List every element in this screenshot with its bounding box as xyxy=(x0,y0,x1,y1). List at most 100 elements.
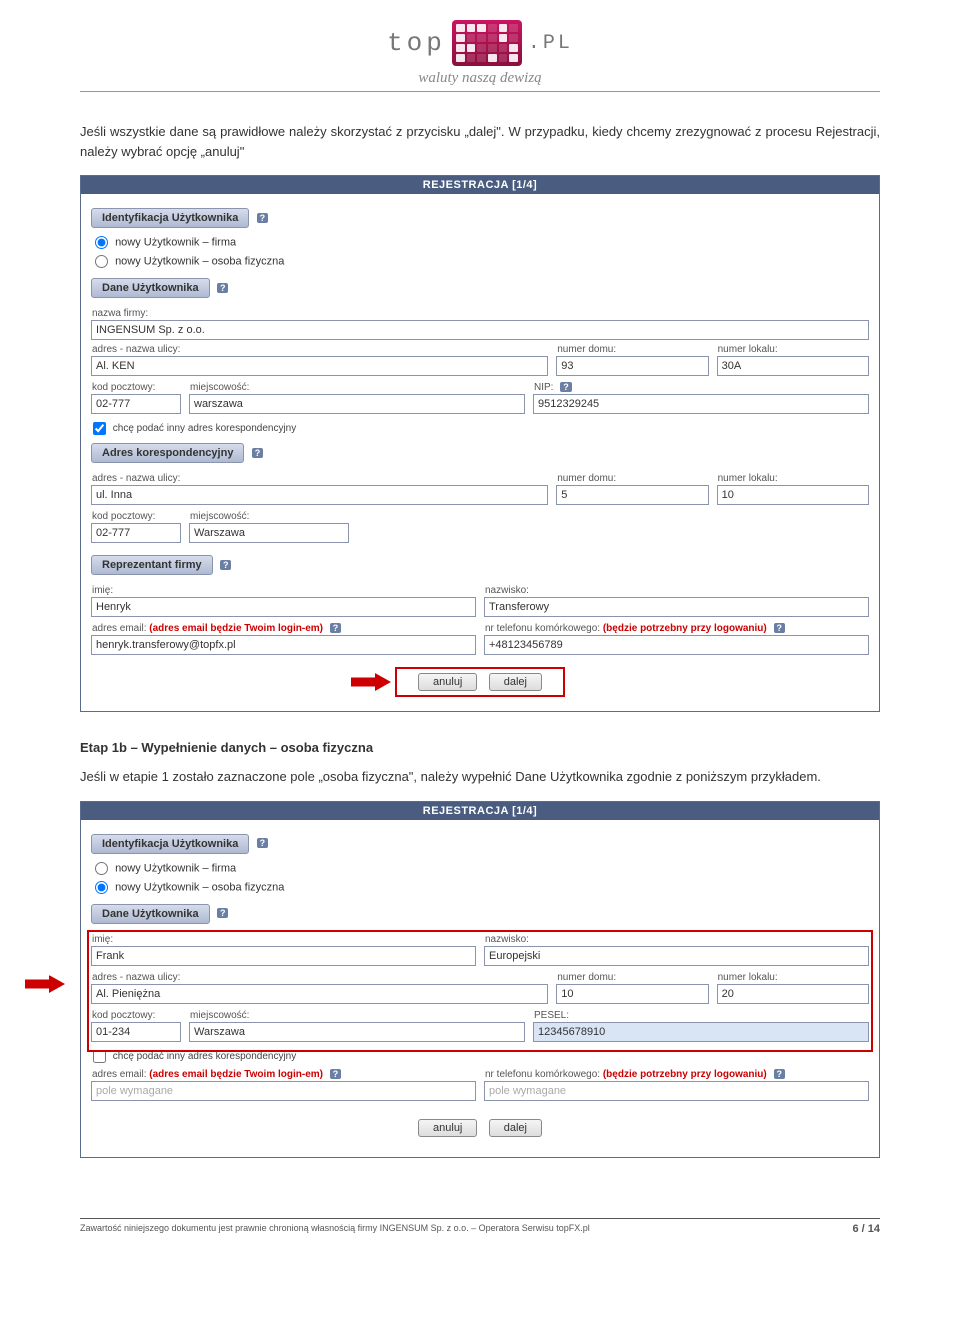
input-pesel[interactable] xyxy=(533,1022,869,1042)
arrow-icon xyxy=(351,673,391,691)
radio-osoba[interactable] xyxy=(95,255,108,268)
label-koresp-kod: kod pocztowy: xyxy=(92,511,181,522)
input-imie2[interactable] xyxy=(91,946,476,966)
label-pesel: PESEL: xyxy=(534,1010,869,1021)
logo-brand-left: top xyxy=(387,28,446,58)
footer-text: Zawartość niniejszego dokumentu jest pra… xyxy=(80,1223,590,1235)
label-tel: nr telefonu komórkowego: (będzie potrzeb… xyxy=(485,623,869,634)
help-icon[interactable]: ? xyxy=(257,838,269,848)
input-koresp-dom[interactable] xyxy=(556,485,708,505)
input-tel2[interactable] xyxy=(484,1081,869,1101)
input-numer-lokalu[interactable] xyxy=(717,356,869,376)
label-nip: NIP: ? xyxy=(534,382,869,393)
registration-form-1: REJESTRACJA [1/4] Identyfikacja Użytkown… xyxy=(80,175,880,712)
btn-dalej2[interactable]: dalej xyxy=(489,1119,542,1137)
radio-firma2-row[interactable]: nowy Użytkownik – firma xyxy=(91,860,869,879)
help-icon[interactable]: ? xyxy=(330,623,342,633)
label-kod2: kod pocztowy: xyxy=(92,1010,181,1021)
input-koresp-kod[interactable] xyxy=(91,523,181,543)
para2: Jeśli w etapie 1 zostało zaznaczone pole… xyxy=(80,767,880,787)
label-email2: adres email: (adres email będzie Twoim l… xyxy=(92,1069,476,1080)
input-adres-ulicy[interactable] xyxy=(91,356,548,376)
input-kod[interactable] xyxy=(91,394,181,414)
button-row-1: anuluj dalej xyxy=(91,657,869,697)
label-tel2: nr telefonu komórkowego: (będzie potrzeb… xyxy=(485,1069,869,1080)
page-footer: Zawartość niniejszego dokumentu jest pra… xyxy=(80,1218,880,1235)
label-numer-lokalu: numer lokalu: xyxy=(718,344,869,355)
label-miejscowosc: miejscowość: xyxy=(190,382,525,393)
input-imie[interactable] xyxy=(91,597,476,617)
button-row-2: anuluj dalej xyxy=(91,1103,869,1143)
radio-osoba2[interactable] xyxy=(95,881,108,894)
registration-form-2: REJESTRACJA [1/4] Identyfikacja Użytkown… xyxy=(80,801,880,1158)
label-imie: imię: xyxy=(92,585,476,596)
help-icon[interactable]: ? xyxy=(257,213,269,223)
label-koresp-lokal: numer lokalu: xyxy=(718,473,869,484)
logo-header: top .PL waluty naszą dewizą xyxy=(80,20,880,92)
input-dom2[interactable] xyxy=(556,984,708,1004)
heading-etap1b: Etap 1b – Wypełnienie danych – osoba fiz… xyxy=(80,740,880,755)
input-email[interactable] xyxy=(91,635,476,655)
label-numer-domu: numer domu: xyxy=(557,344,708,355)
input-email2[interactable] xyxy=(91,1081,476,1101)
input-tel[interactable] xyxy=(484,635,869,655)
label-lokal2: numer lokalu: xyxy=(718,972,869,983)
input-koresp-ulicy[interactable] xyxy=(91,485,548,505)
input-nazwa-firmy[interactable] xyxy=(91,320,869,340)
form1-title: REJESTRACJA [1/4] xyxy=(81,176,879,194)
label-adres2: adres - nazwa ulicy: xyxy=(92,972,548,983)
input-nip[interactable] xyxy=(533,394,869,414)
section-identify: Identyfikacja Użytkownika xyxy=(91,208,249,228)
input-lokal2[interactable] xyxy=(717,984,869,1004)
help-icon[interactable]: ? xyxy=(774,1069,786,1079)
section-dane: Dane Użytkownika xyxy=(91,278,210,298)
help-icon[interactable]: ? xyxy=(220,560,232,570)
btn-anuluj2[interactable]: anuluj xyxy=(418,1119,477,1137)
help-icon[interactable]: ? xyxy=(560,382,572,392)
radio-firma-row[interactable]: nowy Użytkownik – firma xyxy=(91,234,869,253)
logo-fx-badge xyxy=(452,20,522,66)
arrow-icon xyxy=(25,975,65,993)
input-nazwisko2[interactable] xyxy=(484,946,869,966)
intro-paragraph: Jeśli wszystkie dane są prawidłowe należ… xyxy=(80,122,880,161)
chk-koresp2[interactable] xyxy=(93,1050,106,1063)
input-nazwisko[interactable] xyxy=(484,597,869,617)
help-icon[interactable]: ? xyxy=(217,908,229,918)
help-icon[interactable]: ? xyxy=(330,1069,342,1079)
label-koresp-ulicy: adres - nazwa ulicy: xyxy=(92,473,548,484)
label-nazwisko: nazwisko: xyxy=(485,585,869,596)
label-koresp-miasto: miejscowość: xyxy=(190,511,349,522)
input-numer-domu[interactable] xyxy=(556,356,708,376)
input-miejscowosc[interactable] xyxy=(189,394,525,414)
logo-tagline: waluty naszą dewizą xyxy=(387,70,573,87)
radio-firma[interactable] xyxy=(95,236,108,249)
help-icon[interactable]: ? xyxy=(252,448,264,458)
radio-firma2[interactable] xyxy=(95,862,108,875)
label-nazwisko2: nazwisko: xyxy=(485,934,869,945)
label-koresp-dom: numer domu: xyxy=(557,473,708,484)
btn-dalej[interactable]: dalej xyxy=(489,673,542,691)
logo-brand-right: .PL xyxy=(528,32,573,55)
input-kod2[interactable] xyxy=(91,1022,181,1042)
form2-title: REJESTRACJA [1/4] xyxy=(81,802,879,820)
label-miasto2: miejscowość: xyxy=(190,1010,525,1021)
label-imie2: imię: xyxy=(92,934,476,945)
help-icon[interactable]: ? xyxy=(217,283,229,293)
btn-anuluj[interactable]: anuluj xyxy=(418,673,477,691)
input-miasto2[interactable] xyxy=(189,1022,525,1042)
input-koresp-lokal[interactable] xyxy=(717,485,869,505)
section-identify2: Identyfikacja Użytkownika xyxy=(91,834,249,854)
label-dom2: numer domu: xyxy=(557,972,708,983)
footer-page: 6 / 14 xyxy=(852,1223,880,1235)
input-koresp-miasto[interactable] xyxy=(189,523,349,543)
input-adres2[interactable] xyxy=(91,984,548,1004)
label-nazwa-firmy: nazwa firmy: xyxy=(92,308,869,319)
chk-koresp2-row[interactable]: chcę podać inny adres korespondencyjny xyxy=(91,1044,869,1065)
chk-koresp-row[interactable]: chcę podać inny adres korespondencyjny xyxy=(91,416,869,437)
label-adres-ulicy: adres - nazwa ulicy: xyxy=(92,344,548,355)
chk-koresp[interactable] xyxy=(93,422,106,435)
help-icon[interactable]: ? xyxy=(774,623,786,633)
radio-osoba-row[interactable]: nowy Użytkownik – osoba fizyczna xyxy=(91,253,869,272)
radio-osoba2-row[interactable]: nowy Użytkownik – osoba fizyczna xyxy=(91,879,869,898)
label-kod: kod pocztowy: xyxy=(92,382,181,393)
